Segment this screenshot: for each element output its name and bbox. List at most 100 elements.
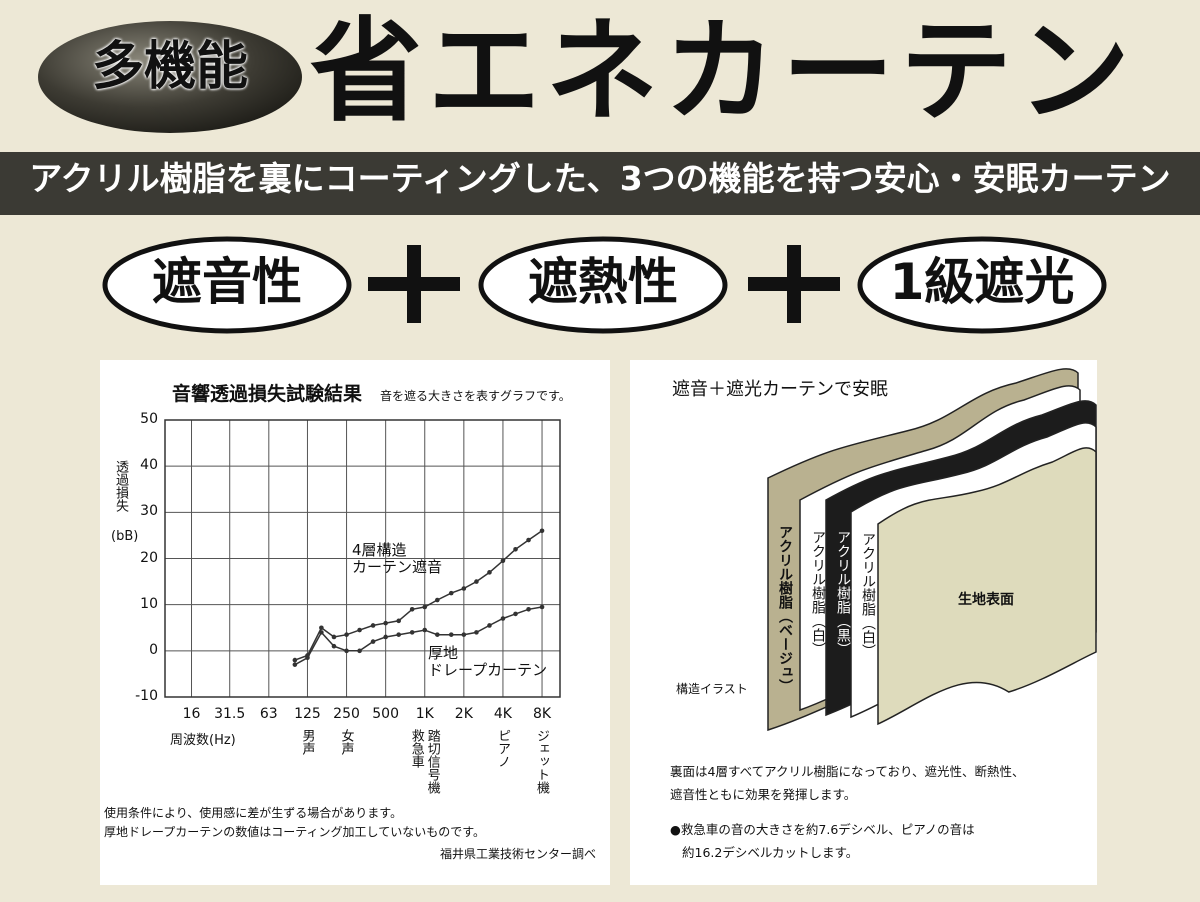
y-tick-label: 20 xyxy=(140,549,158,566)
y-tick-label: -10 xyxy=(135,688,158,704)
feature: 遮熱性 xyxy=(528,253,678,311)
layer-label: アクリル樹脂（白） xyxy=(810,530,826,656)
note: ●救急車の音の大きさを約7.6デシベル、ピアノの音は xyxy=(670,822,975,837)
layer-label: 生地表面 xyxy=(958,592,1014,608)
chart-title: 音響透過損失試験結果 xyxy=(172,383,363,405)
y-tick-label: 30 xyxy=(140,503,158,520)
badge-ellipse xyxy=(38,21,302,133)
x-tick-label: 8K xyxy=(532,706,552,722)
feature-ellipse xyxy=(478,236,728,334)
layer-label: アクリル樹脂（黒） xyxy=(835,530,851,656)
note: 裏面は4層すべてアクリル樹脂になっており、遮光性、断熱性、 xyxy=(670,764,1025,779)
data-point xyxy=(435,632,440,637)
feature-ellipse xyxy=(102,236,352,334)
data-point xyxy=(409,630,415,635)
source-label: ジェット機 xyxy=(534,729,550,794)
data-point xyxy=(331,643,337,649)
chart xyxy=(164,419,561,698)
data-point xyxy=(370,623,376,628)
data-point xyxy=(474,579,479,584)
data-point xyxy=(344,632,349,637)
data-point xyxy=(383,634,388,640)
source-label: 踏切信号機 xyxy=(424,729,440,794)
data-point xyxy=(409,606,415,612)
data-point xyxy=(292,662,298,667)
data-point xyxy=(357,627,362,633)
data-point xyxy=(396,618,401,624)
data-point xyxy=(539,604,545,610)
source-label: 男声 xyxy=(299,729,315,755)
y-tick-label: 0 xyxy=(149,641,158,658)
data-point xyxy=(370,639,376,644)
plus-sign xyxy=(368,245,840,323)
data-point xyxy=(487,570,492,575)
data-point xyxy=(513,611,518,617)
chart-panel xyxy=(100,360,610,885)
data-point xyxy=(331,634,337,640)
data-point xyxy=(357,648,362,654)
x-tick-label: 500 xyxy=(372,706,399,722)
data-point xyxy=(500,558,506,564)
data-point xyxy=(383,620,388,626)
data-point xyxy=(344,648,349,654)
data-point xyxy=(396,632,401,637)
x-tick-label: 63 xyxy=(259,706,278,722)
illustration-title: 遮音＋遮光カーテンで安眠 xyxy=(672,379,888,400)
x-tick-label: 16 xyxy=(182,706,201,722)
data-point xyxy=(319,630,324,635)
illustration xyxy=(767,368,1097,732)
feature-ellipse xyxy=(857,236,1107,334)
note: 使用条件により、使用感に差が生ずる場合があります。 xyxy=(104,806,403,820)
x-tick-label: 1K xyxy=(415,706,434,722)
source-label: 救急車 xyxy=(408,729,424,768)
data-point xyxy=(305,655,310,661)
series-label: 厚地 ドレープカーテン xyxy=(428,644,548,680)
note: 約16.2デシベルカットします。 xyxy=(682,845,859,860)
note: 厚地ドレープカーテンの数値はコーティング加工していないものです。 xyxy=(104,825,486,839)
credit: 福井県工業技術センター調べ xyxy=(439,847,596,861)
source-label: ピアノ xyxy=(494,729,510,768)
data-point xyxy=(539,528,545,534)
note: 遮音性ともに効果を発揮します。 xyxy=(670,787,857,802)
data-point xyxy=(513,546,518,552)
chart-subtitle: 音を遮る大きさを表すグラフです。 xyxy=(380,389,571,403)
source-label: 女声 xyxy=(338,729,354,755)
series-label: 4層構造 カーテン遮音 xyxy=(352,541,443,577)
y-tick-label: 50 xyxy=(140,411,158,427)
feature: 1級遮光 xyxy=(889,253,1075,311)
data-point xyxy=(526,606,531,612)
data-point xyxy=(422,627,428,633)
data-point xyxy=(461,586,467,591)
curtain-layer xyxy=(877,447,1097,726)
y-tick-label: 40 xyxy=(140,457,158,474)
x-tick-label: 250 xyxy=(333,706,360,722)
x-label: 周波数(Hz) xyxy=(170,733,236,748)
caption: 構造イラスト xyxy=(676,682,748,696)
title: 省エネカーテン xyxy=(310,7,1136,137)
data-point xyxy=(500,616,506,621)
data-point xyxy=(487,623,492,628)
layer-label: アクリル樹脂（ベージュ） xyxy=(777,525,793,693)
data-point xyxy=(448,590,454,596)
data-point xyxy=(474,630,479,635)
y-unit: (bB) xyxy=(111,529,139,544)
feature: 遮音性 xyxy=(152,253,302,311)
subtitle-band xyxy=(0,152,1200,215)
layer-label: アクリル樹脂（白） xyxy=(860,532,876,658)
data-point xyxy=(292,657,298,663)
data-point xyxy=(448,632,454,637)
x-tick-label: 125 xyxy=(294,706,321,722)
x-tick-label: 4K xyxy=(493,706,512,722)
x-tick-label: 2K xyxy=(454,706,473,722)
subtitle: アクリル樹脂を裏にコーティングした、3つの機能を持つ安心・安眠カーテン xyxy=(29,159,1171,198)
x-tick-label: 31.5 xyxy=(214,706,246,722)
y-label: 透過損失 xyxy=(113,460,128,512)
plot-frame xyxy=(164,419,561,698)
y-tick-label: 10 xyxy=(140,595,158,612)
data-point xyxy=(526,537,531,543)
data-point xyxy=(461,632,467,637)
badge: 多機能 xyxy=(91,37,248,97)
data-point xyxy=(422,604,428,610)
